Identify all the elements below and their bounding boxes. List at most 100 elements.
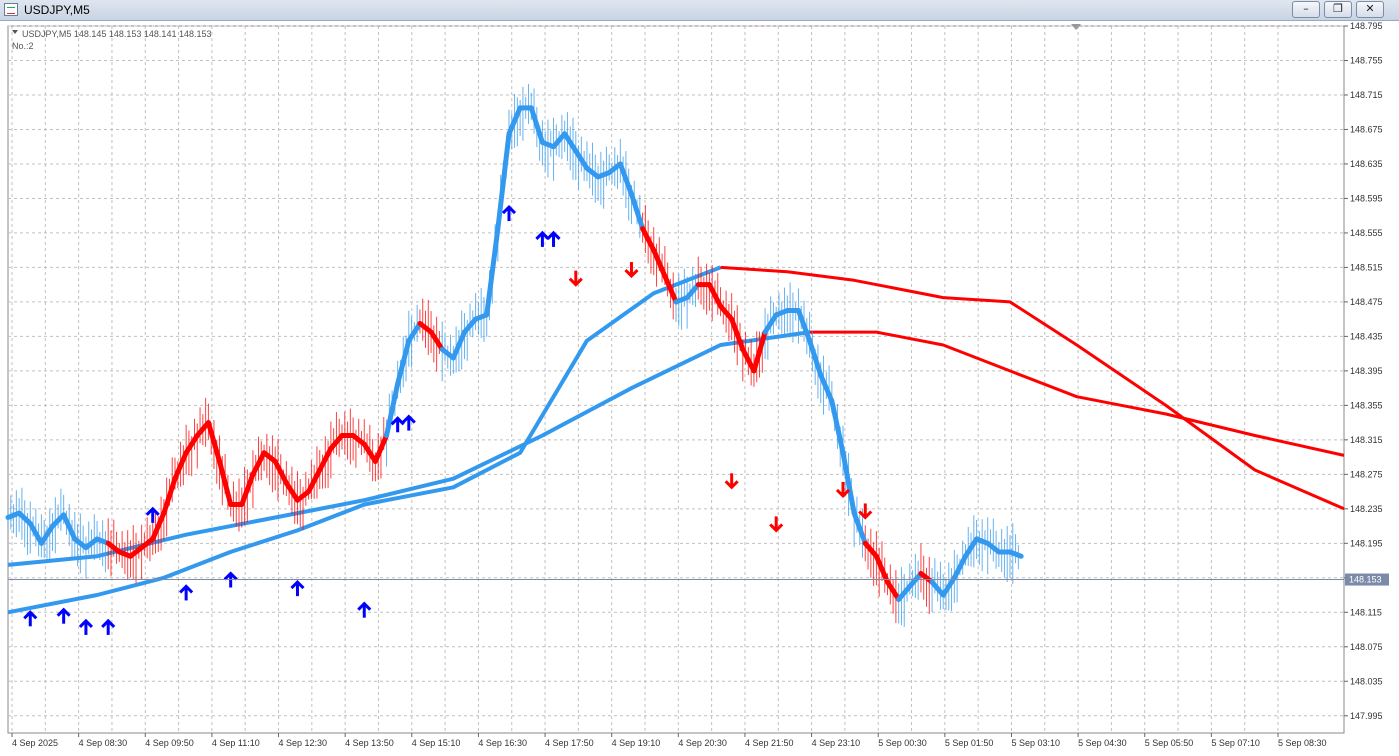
y-tick-label: 148.075 — [1350, 642, 1383, 652]
y-tick-label: 148.595 — [1350, 193, 1383, 203]
y-tick-label: 148.235 — [1350, 504, 1383, 514]
price-segment — [762, 312, 779, 335]
price-segment — [528, 105, 545, 145]
x-tick-label: 4 Sep 13:50 — [345, 738, 394, 748]
price-segment — [205, 420, 223, 464]
price-segment — [250, 450, 267, 477]
price-segment — [328, 433, 345, 451]
buy-arrow-icon — [390, 416, 405, 433]
x-tick-label: 4 Sep 20:30 — [678, 738, 727, 748]
x-tick-label: 5 Sep 03:10 — [1011, 738, 1060, 748]
price-segment — [27, 520, 44, 546]
price-segment — [484, 226, 501, 318]
close-icon: ✕ — [1365, 2, 1375, 15]
price-segment — [896, 583, 913, 602]
chart-area[interactable]: 148.795 148.755 148.715 148.675 148.635 148.5… — [0, 21, 1399, 756]
price-segment — [573, 148, 590, 171]
x-tick-label: 4 Sep 17:50 — [545, 738, 594, 748]
buy-arrow-icon — [179, 584, 194, 601]
price-segment — [1007, 549, 1024, 559]
sell-arrow-icon — [769, 516, 784, 533]
plot-frame — [7, 25, 1345, 734]
price-segment — [662, 273, 679, 305]
top-arrow-marker — [1071, 24, 1081, 30]
x-tick-label: 5 Sep 01:50 — [945, 738, 994, 748]
x-tick-label: 4 Sep 11:10 — [212, 738, 260, 748]
signal-arrows — [23, 204, 873, 635]
price-segment — [718, 303, 735, 322]
y-tick-label: 148.315 — [1350, 435, 1383, 445]
window-title: USDJPY,M5 — [24, 3, 90, 17]
y-tick-label: 148.795 — [1350, 21, 1383, 31]
price-chart[interactable]: 148.795 148.755 148.715 148.675 148.635 148.5… — [0, 21, 1399, 756]
price-segment — [562, 131, 579, 154]
price-segment — [317, 445, 334, 473]
price-segment — [217, 458, 234, 508]
price-segment — [640, 226, 657, 253]
buy-arrow-icon — [145, 506, 160, 523]
restore-icon: ❐ — [1333, 2, 1343, 15]
sell-arrow-icon — [858, 503, 873, 520]
y-tick-label: 148.755 — [1350, 55, 1383, 65]
price-segment — [361, 441, 378, 464]
sell-arrow-icon — [835, 481, 851, 499]
minimize-icon: – — [1303, 2, 1309, 15]
indicator-label: No.:2 — [12, 41, 34, 51]
price-segment — [16, 510, 33, 526]
price-segment — [239, 471, 256, 508]
price-segment — [172, 450, 189, 482]
price-segment — [272, 458, 289, 486]
fast-ma-bear — [720, 265, 1345, 511]
price-segment — [929, 579, 946, 598]
chart-info: USDJPY,M5 148.145 148.153 148.141 148.15… — [12, 29, 211, 51]
x-axis: 4 Sep 2025 4 Sep 08:30 4 Sep 09:50 4 Sep 11… — [11, 733, 1327, 748]
price-segment — [706, 282, 724, 309]
price-segment — [807, 338, 824, 378]
chart-window-icon — [4, 3, 18, 16]
price-segment — [795, 308, 813, 344]
restore-button[interactable]: ❐ — [1324, 1, 1352, 18]
price-segment — [962, 536, 980, 559]
x-tick-label: 4 Sep 09:50 — [145, 738, 194, 748]
buy-arrow-icon — [78, 618, 93, 635]
title-bar[interactable]: USDJPY,M5 – ❐ ✕ — [0, 0, 1399, 21]
buy-arrow-icon — [56, 607, 71, 624]
y-tick-label: 148.635 — [1350, 159, 1383, 169]
minimize-button[interactable]: – — [1292, 1, 1320, 18]
price-segment — [161, 476, 178, 516]
y-tick-label: 148.435 — [1350, 331, 1383, 341]
price-segment — [840, 450, 857, 516]
price-segment — [38, 523, 56, 546]
symbol-info: USDJPY,M5 148.145 148.153 148.141 148.15… — [22, 29, 211, 39]
price-segment — [951, 553, 968, 581]
price-segment — [372, 433, 390, 464]
x-tick-label: 5 Sep 04:30 — [1078, 738, 1127, 748]
x-tick-label: 4 Sep 2025 — [12, 738, 58, 748]
y-tick-label: 148.475 — [1350, 297, 1383, 307]
collapse-triangle-icon[interactable] — [12, 30, 18, 34]
price-segment — [617, 161, 634, 197]
x-tick-label: 5 Sep 08:30 — [1278, 738, 1327, 748]
price-segment — [940, 575, 957, 598]
price-segment — [851, 510, 868, 546]
price-segment — [628, 191, 646, 232]
price-segment — [885, 579, 902, 602]
price-segment — [384, 381, 401, 439]
sell-arrow-icon — [568, 270, 583, 287]
price-segment — [61, 512, 78, 542]
price-segment — [551, 131, 568, 150]
y-tick-label: 148.035 — [1350, 676, 1383, 686]
close-button[interactable]: ✕ — [1356, 1, 1384, 18]
x-tick-label: 5 Sep 07:10 — [1211, 738, 1260, 748]
sell-arrow-icon — [724, 473, 739, 490]
y-tick-label: 148.355 — [1350, 400, 1383, 410]
x-tick-label: 5 Sep 00:30 — [878, 738, 927, 748]
buy-arrow-icon — [401, 414, 416, 431]
current-price-marker: 148.153 — [8, 573, 1389, 586]
x-tick-label: 4 Sep 19:10 — [612, 738, 661, 748]
buy-arrow-icon — [101, 618, 116, 635]
buy-arrow-icon — [546, 230, 561, 247]
current-price-label: 148.153 — [1349, 575, 1382, 585]
price-path — [5, 105, 1024, 602]
